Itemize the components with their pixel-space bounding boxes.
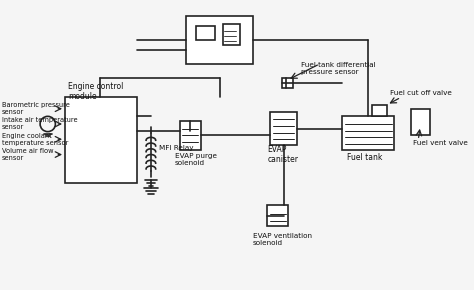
Bar (180, 121, 201, 150)
Text: Fuel vent valve: Fuel vent valve (412, 140, 467, 146)
Text: MFI Relay: MFI Relay (158, 145, 193, 151)
Bar (373, 105, 387, 116)
Bar (342, 116, 394, 150)
Bar (267, 205, 288, 226)
Text: Engine control
module: Engine control module (68, 82, 123, 101)
Text: Fuel tank: Fuel tank (346, 153, 382, 162)
Bar (65, 97, 137, 183)
Text: EVAP purge
solenoid: EVAP purge solenoid (175, 153, 217, 166)
Text: Intake air temperature
sensor: Intake air temperature sensor (2, 117, 78, 130)
Text: Volume air flow
sensor: Volume air flow sensor (2, 148, 54, 161)
Text: EVAP ventilation
solenoid: EVAP ventilation solenoid (253, 233, 312, 246)
Bar (410, 109, 430, 135)
Bar (222, 24, 240, 45)
Text: EVAP
canister: EVAP canister (267, 145, 299, 164)
Bar (270, 112, 297, 145)
Text: Fuel tank differential
pressure sensor: Fuel tank differential pressure sensor (301, 62, 375, 75)
Text: Barometric pressure
sensor: Barometric pressure sensor (2, 102, 70, 115)
Text: Fuel cut off valve: Fuel cut off valve (390, 90, 452, 97)
Bar (186, 16, 253, 64)
Text: Engine coolant
temperature sensor: Engine coolant temperature sensor (2, 133, 68, 146)
Bar (196, 26, 215, 40)
Bar (282, 78, 293, 88)
